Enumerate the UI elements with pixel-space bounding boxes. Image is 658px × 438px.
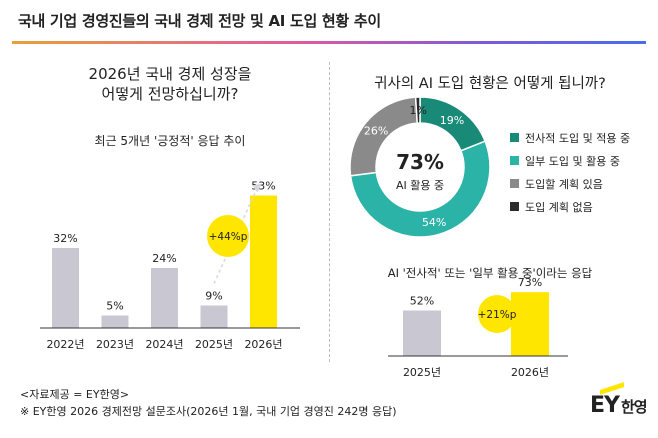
legend-swatch [510, 156, 519, 165]
left-question: 2026년 국내 경제 성장을 어떻게 전망하십니까? [20, 64, 320, 104]
legend-item: 일부 도입 및 활용 중 [510, 149, 630, 172]
tick-label: 2023년 [96, 338, 134, 351]
left-question-line1: 2026년 국내 경제 성장을 [88, 65, 252, 83]
tick-label: 2026년 [244, 338, 282, 351]
survey-note: ※ EY한영 2026 경제전망 설문조사(2026년 1월, 국내 기업 경영… [20, 405, 397, 418]
tick-label: 2022년 [46, 338, 84, 351]
tick-label: 2024년 [145, 338, 183, 351]
legend-item: 도입할 계획 있음 [510, 172, 630, 195]
data-label: 32% [53, 232, 77, 245]
legend-swatch [510, 133, 519, 142]
legend-item: 도입 계획 없음 [510, 195, 630, 218]
logo-brand: EY [590, 393, 620, 418]
data-label: 5% [106, 300, 123, 313]
change-badge-label: +44%p [209, 231, 248, 243]
legend-label: 전사적 도입 및 적용 중 [525, 131, 631, 145]
bar [250, 195, 277, 328]
logo-suffix: 한영 [620, 398, 648, 416]
header: 국내 기업 경영진들의 국내 경제 전망 및 AI 도입 현황 추이 [0, 0, 658, 44]
data-label: 9% [205, 290, 222, 303]
bar [52, 248, 79, 328]
change-badge [207, 215, 249, 257]
page-title: 국내 기업 경영진들의 국내 경제 전망 및 AI 도입 현황 추이 [18, 12, 381, 30]
legend-label: 도입할 계획 있음 [525, 177, 603, 191]
header-gradient-line [12, 41, 646, 44]
footer: <자료제공 = EY한영> ※ EY한영 2026 경제전망 설문조사(2026… [20, 386, 397, 420]
data-label: 24% [152, 252, 176, 265]
source-note: <자료제공 = EY한영> [20, 388, 130, 401]
right-subtitle: AI '전사적' 또는 '일부 활용 중'이라는 응답 [387, 266, 593, 280]
left-subtitle: 최근 5개년 '긍정적' 응답 추이 [94, 134, 246, 148]
bar [101, 315, 129, 328]
donut-legend: 전사적 도입 및 적용 중 일부 도입 및 활용 중 도입할 계획 있음 도입 … [510, 126, 630, 218]
tick-label: 2025년 [195, 338, 233, 351]
legend-label: 일부 도입 및 활용 중 [525, 154, 620, 168]
legend-swatch [510, 202, 519, 211]
legend-item: 전사적 도입 및 적용 중 [510, 126, 630, 149]
legend-swatch [510, 179, 519, 188]
bar [151, 268, 178, 328]
right-question: 귀사의 AI 도입 현황은 어떻게 됩니까? [374, 76, 606, 92]
bar [200, 305, 228, 328]
panel-divider [329, 62, 330, 362]
ey-logo: EY 한영 [590, 393, 648, 418]
legend-label: 도입 계획 없음 [525, 200, 593, 214]
left-question-line2: 어떻게 전망하십니까? [101, 85, 239, 103]
trend-arrowhead [252, 183, 262, 193]
